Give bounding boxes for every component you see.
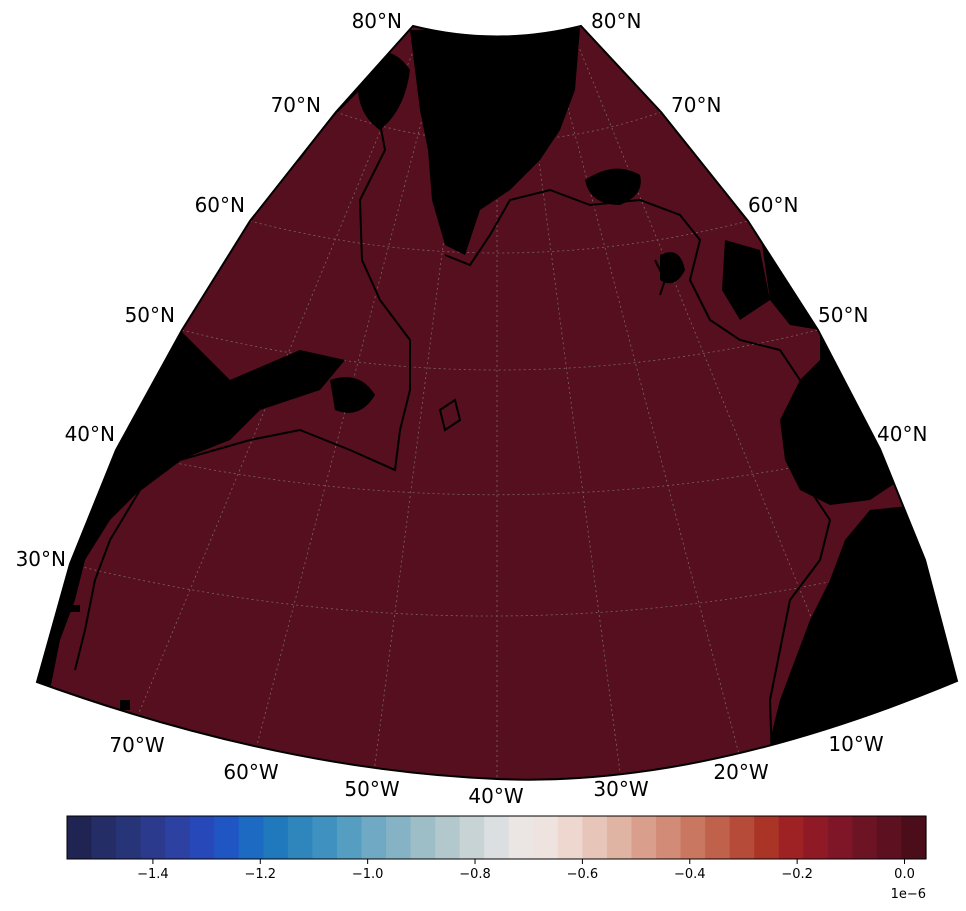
colorbar-swatch [386, 816, 412, 859]
colorbar-swatch [582, 816, 608, 859]
colorbar-swatch [901, 816, 927, 859]
colorbar-tick-label: −1.2 [244, 867, 276, 882]
colorbar-swatch [67, 816, 93, 859]
colorbar-swatch [459, 816, 485, 859]
greenland-landmass [410, 28, 580, 255]
colorbar-tick-label: −1.4 [137, 867, 169, 882]
colorbar-swatch [140, 816, 166, 859]
colorbar-swatches [67, 816, 927, 859]
colorbar-tick-label: −0.6 [567, 867, 599, 882]
colorbar-exponent-label: 1e−6 [891, 887, 926, 902]
colorbar-swatch [435, 816, 461, 859]
colorbar-swatch [729, 816, 755, 859]
colorbar-swatch [606, 816, 633, 859]
colorbar-swatch [263, 816, 289, 859]
colorbar-swatch [803, 816, 829, 859]
colorbar-swatch [361, 816, 387, 859]
colorbar-swatch [631, 816, 657, 859]
lat-label-50n-left: 50°N [125, 303, 175, 327]
colorbar-tick-label: 0.0 [894, 867, 915, 882]
colorbar-swatch [410, 816, 436, 859]
lat-label-40n-right: 40°N [877, 422, 927, 446]
lon-label-60w: 60°W [223, 760, 278, 784]
lon-label-10w: 10°W [828, 732, 883, 756]
colorbar-tick-label: −0.8 [459, 867, 491, 882]
lat-label-40n-left: 40°N [65, 422, 115, 446]
colorbar-swatch [557, 816, 583, 859]
lon-label-40w: 40°W [468, 784, 523, 808]
lon-label-70w: 70°W [109, 733, 164, 757]
colorbar-swatch [189, 816, 215, 859]
newfoundland-island [330, 377, 375, 413]
colorbar-swatch [754, 816, 780, 859]
colorbar-swatch [91, 816, 117, 859]
colorbar-swatch [287, 816, 314, 859]
lon-label-50w: 50°W [344, 777, 399, 801]
colorbar-ticks: −1.4 −1.2 −1.0 −0.8 −0.6 −0.4 −0.2 0.0 [137, 859, 915, 882]
lat-label-30n-left: 30°N [16, 547, 66, 571]
africa-landmass [770, 500, 957, 760]
colorbar-swatch [778, 816, 804, 859]
colorbar-swatch [827, 816, 853, 859]
lat-label-50n-right: 50°N [818, 303, 868, 327]
colorbar-swatch [336, 816, 363, 859]
colorbar-swatch [533, 816, 559, 859]
lat-label-60n-right: 60°N [748, 193, 798, 217]
shelf-contour-lines [74, 79, 832, 761]
colorbar-swatch [238, 816, 264, 859]
colorbar-swatch [852, 816, 878, 859]
colorbar-swatch [508, 816, 534, 859]
lon-label-30w: 30°W [593, 777, 648, 801]
colorbar-swatch [312, 816, 338, 859]
colorbar-tick-label: −0.4 [674, 867, 706, 882]
colorbar-swatch [876, 816, 903, 859]
lat-label-70n-left: 70°N [271, 93, 321, 117]
iceland-island [585, 168, 641, 205]
longitude-labels: 70°W 60°W 50°W 40°W 30°W 20°W 10°W [109, 732, 883, 808]
lon-label-20w: 20°W [713, 760, 768, 784]
colorbar-swatch [680, 816, 706, 859]
colorbar: −1.4 −1.2 −1.0 −0.8 −0.6 −0.4 −0.2 0.0 1e−6 [66, 815, 927, 902]
lat-label-70n-right: 70°N [671, 93, 721, 117]
colorbar-swatch [705, 816, 731, 859]
lat-label-80n-left: 80°N [352, 9, 402, 33]
colorbar-swatch [165, 816, 191, 859]
lat-label-80n-right: 80°N [591, 9, 641, 33]
colorbar-swatch [116, 816, 142, 859]
colorbar-tick-label: −1.0 [352, 867, 384, 882]
colorbar-swatch [484, 816, 510, 859]
colorbar-swatch [656, 816, 682, 859]
latitude-labels-left: 80°N 70°N 60°N 50°N 40°N 30°N [16, 9, 402, 571]
colorbar-tick-label: −0.2 [781, 867, 813, 882]
colorbar-frame [66, 815, 927, 860]
colorbar-swatch [214, 816, 240, 859]
latitude-labels-right: 80°N 70°N 60°N 50°N 40°N [591, 9, 927, 446]
lat-label-60n-left: 60°N [195, 193, 245, 217]
map-frame [35, 24, 959, 781]
british-isles [660, 240, 770, 320]
